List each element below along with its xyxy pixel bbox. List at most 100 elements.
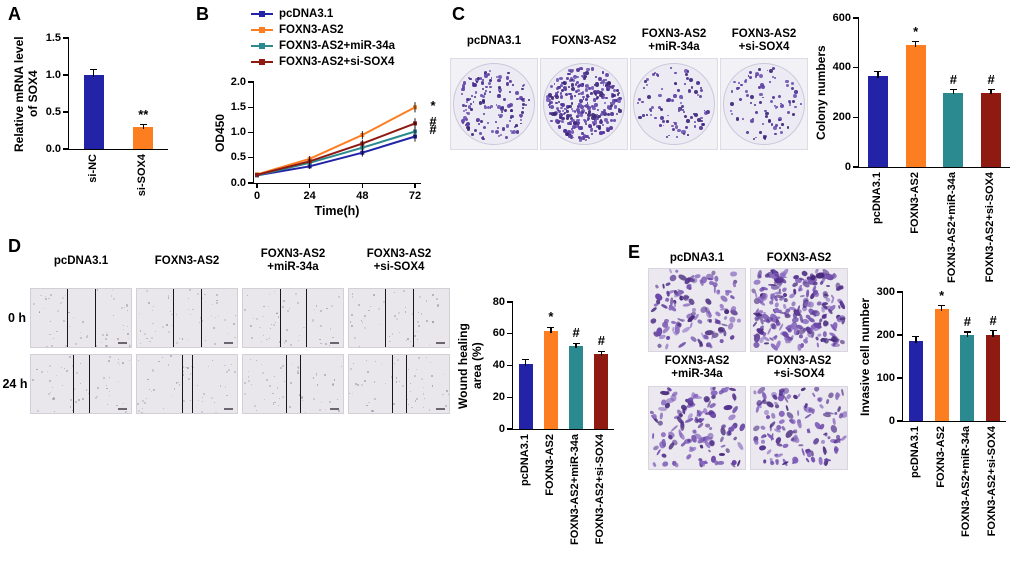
colony-dot [608, 106, 613, 111]
wound-image [136, 288, 238, 348]
colony-dot [472, 101, 475, 103]
cell-texture-dot [79, 382, 81, 384]
cell-texture-dot [178, 337, 180, 339]
colony-dot [465, 100, 468, 103]
colony-dot [498, 86, 502, 89]
cell-texture-dot [223, 318, 226, 321]
colony-dot [588, 87, 592, 90]
colony-dot [568, 120, 573, 125]
significance-mark: * [913, 23, 919, 39]
colony-dot [591, 112, 595, 117]
legend-marker [259, 27, 265, 33]
scale-bar [224, 408, 233, 410]
colony-dot [601, 71, 605, 74]
colony-dot [573, 95, 576, 97]
colony-dot [794, 105, 797, 109]
x-category-label: si-SOX4 [136, 154, 149, 197]
colony-dot [578, 138, 583, 142]
cell-texture-dot [414, 335, 417, 338]
colony-dot [775, 124, 778, 127]
y-tick-label: 300 [876, 285, 895, 298]
invasion-cell [800, 387, 806, 392]
cell-texture-dot [50, 391, 52, 393]
cell-texture-dot [187, 339, 189, 341]
cell-texture-dot [332, 382, 335, 385]
colony-dot [681, 129, 686, 135]
invasion-cell [791, 316, 800, 324]
cell-texture-dot [436, 298, 438, 300]
colony-dot [591, 115, 596, 120]
colony-dot [560, 106, 563, 109]
invasion-cell [668, 273, 678, 283]
colony-dot [699, 126, 704, 131]
cell-texture-dot [202, 396, 204, 398]
colony-dot [638, 115, 642, 120]
colony-dot [484, 106, 487, 109]
invasion-image [648, 386, 746, 470]
culture-dish [723, 63, 805, 145]
plot-area: 0 100 200 300 pcDNA3.1 * FOXN3-AS2 # FOXN3-AS2+m… [877, 286, 1006, 537]
colony-dot [467, 77, 470, 80]
colony-dot [575, 118, 580, 123]
legend: pcDNA3.1 FOXN3-AS2 FOXN3-AS2+miR-34a FOXN3-… [251, 6, 395, 70]
colony-dot [763, 109, 767, 113]
error-bar-cap [989, 330, 997, 332]
colony-dot [601, 111, 606, 116]
cell-texture-dot [432, 320, 434, 323]
cell-texture-dot [53, 396, 55, 399]
invasion-cell [665, 335, 672, 341]
colony-dot [578, 126, 582, 130]
cell-texture-dot [128, 344, 131, 346]
colony-dot [549, 100, 553, 105]
colony-dot [568, 104, 572, 109]
colony-dot [580, 91, 584, 96]
cell-texture-dot [96, 289, 99, 291]
invasion-cell [820, 439, 826, 445]
colony-dot [495, 129, 500, 134]
cell-texture-dot [224, 364, 226, 367]
invasion-cell [665, 282, 671, 287]
cell-texture-dot [393, 362, 396, 365]
colony-dot [606, 120, 610, 124]
colony-dot [599, 131, 604, 136]
cell-texture-dot [155, 331, 157, 333]
colony-dot [483, 113, 486, 115]
cell-texture-dot [416, 320, 419, 323]
colony-dot [649, 109, 653, 113]
colony-dot [651, 106, 655, 110]
colony-dot [576, 108, 581, 113]
significance-mark: # [949, 71, 957, 87]
colony-dot [758, 73, 763, 78]
colony-dot [774, 106, 778, 109]
colony-dot [497, 78, 501, 82]
cell-texture-dot [352, 362, 354, 364]
cell-texture-dot [74, 400, 78, 404]
colony-dot [593, 99, 597, 103]
colony-dot [587, 113, 592, 118]
colony-dot [574, 124, 579, 129]
culture-dish [633, 63, 715, 145]
colony-dot [767, 119, 772, 123]
cell-texture-dot [197, 293, 199, 295]
colony-dot [679, 102, 683, 105]
colony-dot [555, 119, 559, 123]
colony-dot [580, 110, 585, 115]
colony-dot [480, 81, 485, 85]
cell-texture-dot [105, 345, 108, 347]
colony-dot [546, 98, 551, 103]
colony-dot [653, 71, 656, 75]
cell-texture-dot [331, 384, 334, 387]
colony-dot [515, 130, 520, 135]
colony-dot [562, 112, 565, 115]
colony-dot [495, 103, 498, 106]
colony-dot [602, 79, 605, 81]
cell-texture-dot [72, 365, 74, 367]
colony-dot [749, 118, 754, 123]
colony-dot [465, 105, 467, 108]
cell-texture-dot [296, 302, 299, 305]
colony-dot [516, 97, 519, 101]
colony-dot [480, 94, 483, 97]
significance-mark: # [597, 333, 605, 349]
colony-dot [582, 98, 585, 100]
